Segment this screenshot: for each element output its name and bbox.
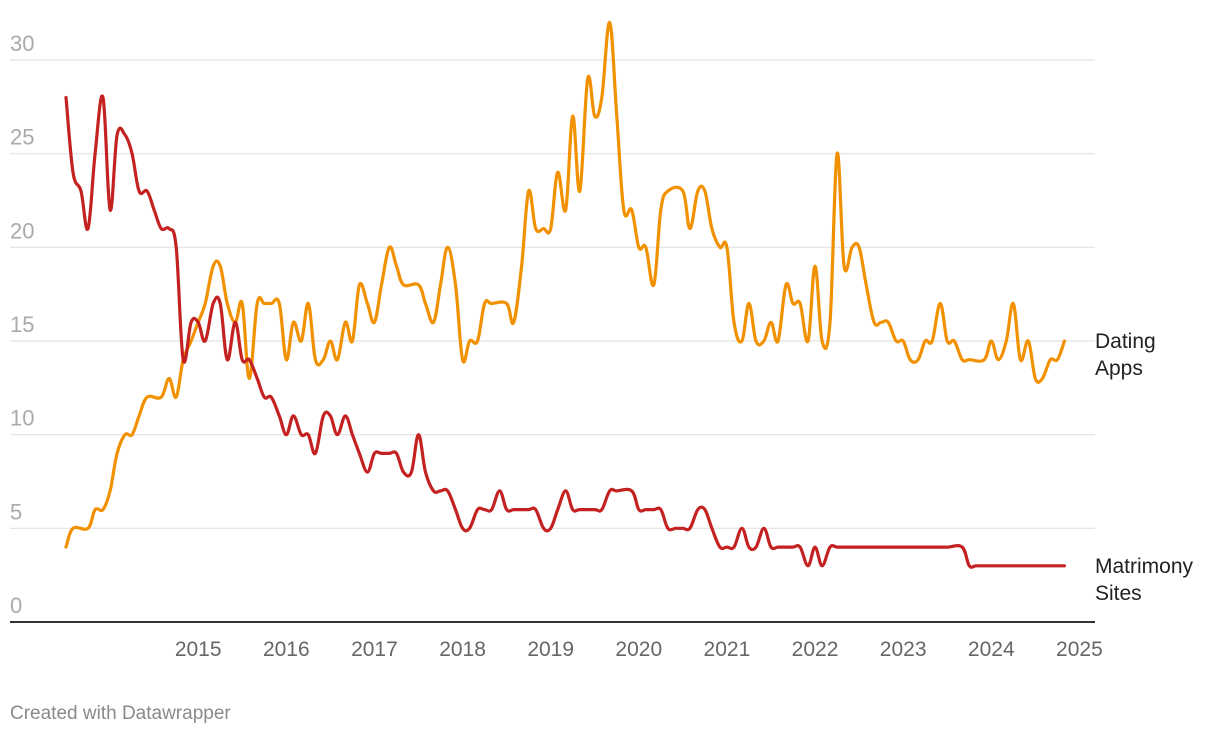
series-label-matrimony-sites: Matrimony Sites [1095,555,1194,605]
x-tick-label: 2015 [175,638,222,661]
y-axis-ticks: 0 5 10 15 20 25 30 [10,31,34,618]
series-line-matrimony-sites [64,94,1066,569]
series-label-line: Sites [1095,582,1142,605]
y-tick-label: 25 [10,125,34,150]
y-tick-label: 5 [10,499,22,524]
y-tick-label: 20 [10,218,34,243]
series-lines [64,20,1066,569]
x-tick-label: 2025 [1056,638,1103,661]
series-label-dating-apps: Dating Apps [1095,330,1156,380]
x-tick-label: 2017 [351,638,398,661]
x-tick-label: 2021 [704,638,751,661]
y-tick-label: 0 [10,593,22,618]
x-tick-label: 2020 [615,638,662,661]
y-tick-label: 15 [10,312,34,337]
x-tick-label: 2018 [439,638,486,661]
x-tick-label: 2023 [880,638,927,661]
y-tick-label: 10 [10,406,34,431]
series-label-line: Apps [1095,357,1143,380]
series-labels: Dating Apps Matrimony Sites [1095,330,1194,605]
y-tick-label: 30 [10,31,34,56]
x-axis-ticks: 2015 2016 2017 2018 2019 2020 2021 2022 2023 2024… [175,638,1103,661]
series-line-dating-apps [64,20,1066,549]
x-tick-label: 2022 [792,638,839,661]
x-tick-label: 2019 [527,638,574,661]
series-label-line: Dating [1095,330,1156,353]
x-tick-label: 2016 [263,638,310,661]
series-label-line: Matrimony [1095,555,1194,578]
credit-text: Created with Datawrapper [10,703,231,724]
x-tick-label: 2024 [968,638,1015,661]
